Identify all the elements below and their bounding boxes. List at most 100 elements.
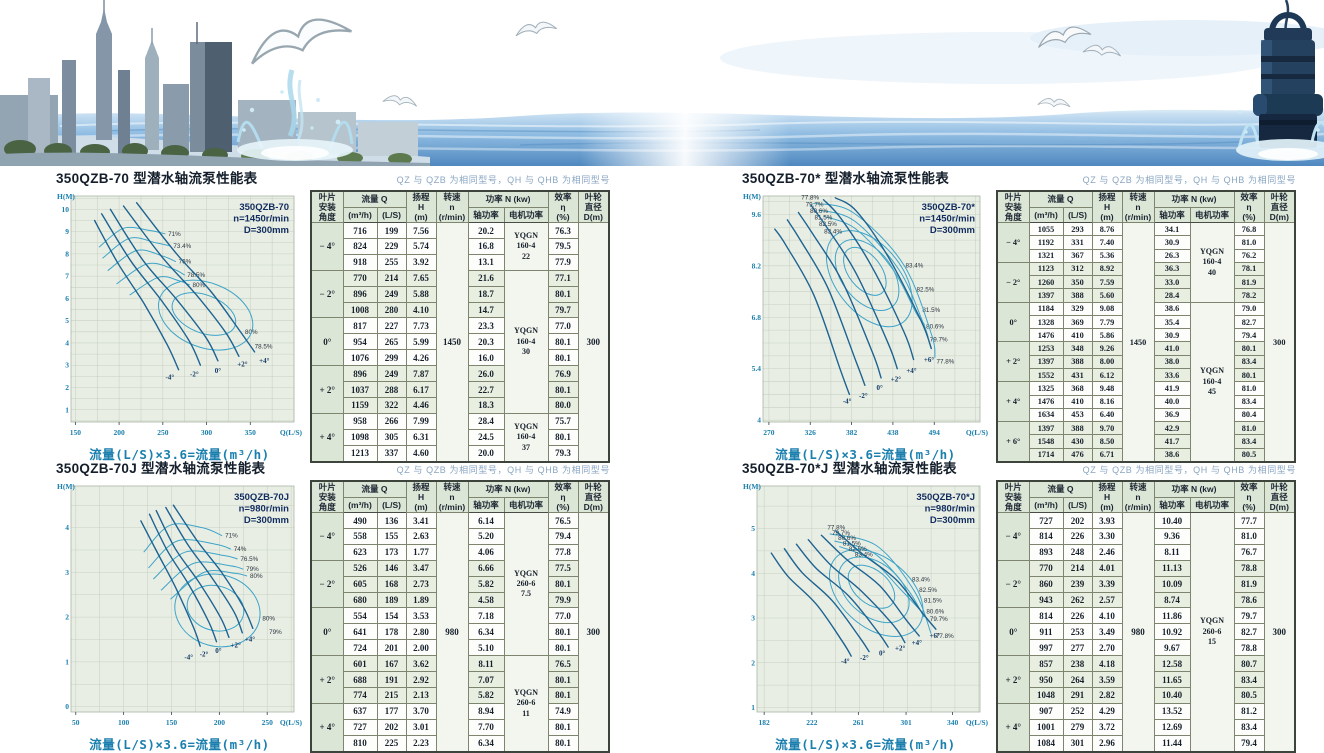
header-flow: 流量 Q	[342, 190, 407, 208]
flow-m3h-cell: 490	[342, 512, 378, 529]
header-line: (r/min)	[438, 212, 466, 223]
table-row: 1098 305 6.31 24.5 80.1	[311, 428, 609, 446]
head-cell: 2.46	[1091, 543, 1123, 561]
efficiency-cell: 79.4	[1233, 734, 1265, 753]
motor-power-cell: YQGN 160-4 37	[503, 412, 549, 463]
y-tick-label: 2	[751, 658, 755, 667]
shaft-power-cell: 34.1	[1153, 222, 1191, 237]
head-cell: 6.40	[1091, 407, 1123, 423]
blade-angle-label: -4°	[165, 374, 174, 382]
header-motor-power: 电机功率	[503, 496, 549, 514]
head-cell: 2.13	[405, 687, 437, 704]
table-head: 叶片 安装 角度 流量 Q 扬程 H (m) 转速 n (r/min) 功率 N (kw) 效率 η (%…	[996, 480, 1296, 514]
shaft-power-cell: 38.6	[1153, 447, 1191, 463]
chart-legend-line: D=300mm	[930, 515, 975, 526]
head-cell: 8.92	[1091, 261, 1123, 277]
table-column: 叶片 安装 角度 流量 Q 扬程 H (m) 转速 n (r/min) 功率 N (kw) 效率 η (%…	[310, 480, 611, 753]
flow-ls-cell: 277	[1062, 639, 1093, 657]
efficiency-cell: 77.7	[1233, 512, 1265, 529]
header-head: 扬程 H (m)	[405, 480, 437, 514]
shaft-power-cell: 21.6	[467, 269, 505, 287]
header-line: 37	[522, 442, 531, 452]
flow-ls-cell: 430	[1062, 434, 1093, 449]
head-cell: 6.12	[1091, 367, 1123, 383]
efficiency-loop	[828, 548, 924, 637]
header-line: 安装	[1004, 492, 1022, 503]
efficiency-cell: 76.8	[1233, 222, 1265, 237]
flow-m3h-cell: 997	[1028, 639, 1064, 657]
head-flow-curve	[774, 228, 851, 396]
table-row: 1084 301 2.96 11.44 79.4	[997, 734, 1295, 753]
efficiency-label: 82.5%	[819, 221, 837, 228]
efficiency-curve	[829, 533, 932, 634]
y-tick-label: 10	[62, 205, 70, 214]
head-flow-curve	[834, 197, 932, 350]
shaft-power-cell: 6.34	[467, 734, 505, 753]
flow-ls-cell: 154	[376, 607, 407, 625]
head-cell: 1.89	[405, 591, 437, 609]
table-body: − 4° 490 136 3.41 980 6.14 YQGN 260-6 7.5 76.5 300…	[310, 512, 610, 753]
efficiency-label: 81.5%	[924, 597, 942, 604]
performance-table: 叶片 安装 角度 流量 Q 扬程 H (m) 转速 n (r/min) 功率 N (kw) 效率 η (%…	[310, 190, 611, 464]
header-row: 叶片 安装 角度 流量 Q 扬程 H (m) 转速 n (r/min) 功率 N (kw) 效率 η (%…	[996, 190, 1296, 224]
chart-legend: 350QZB-70 n=1450r/min D=300mm	[233, 202, 289, 236]
x-tick-label: 326	[805, 428, 817, 437]
head-flow-curve	[822, 199, 915, 361]
table-head: 叶片 安装 角度 流量 Q 扬程 H (m) 转速 n (r/min) 功率 N (kw) 效率 η (%…	[310, 480, 610, 514]
efficiency-curve	[839, 545, 920, 610]
chart-legend-line: n=980r/min	[239, 504, 290, 515]
head-cell: 9.08	[1091, 301, 1123, 316]
flow-ls-cell: 350	[1062, 275, 1093, 290]
efficiency-cell: 77.0	[547, 607, 579, 625]
efficiency-cell: 82.7	[1233, 314, 1265, 330]
flow-ls-cell: 367	[1062, 248, 1093, 263]
chart-legend: 350QZB-70J n=980r/min D=300mm	[234, 492, 289, 526]
header-line: 转速	[1129, 192, 1147, 202]
shaft-power-cell: 35.4	[1153, 314, 1191, 330]
header-line: n	[449, 202, 455, 213]
table-row: − 4° 727 202 3.93 980 10.40 YQGN 260-6 15 77.7 300	[996, 512, 1296, 753]
head-flow-curve	[783, 548, 870, 653]
header-line: 叶片	[318, 482, 336, 492]
flow-m3h-cell: 637	[342, 702, 378, 720]
efficiency-cell: 80.4	[1233, 407, 1265, 423]
flow-m3h-cell: 1084	[1028, 734, 1064, 753]
header-line: (r/min)	[1124, 212, 1152, 223]
shaft-power-cell: 36.3	[1153, 261, 1191, 277]
header-line: 直径	[584, 202, 602, 213]
flow-ls-cell: 249	[376, 285, 407, 303]
motor-power-cell: YQGN 160-4 45	[1189, 301, 1235, 463]
efficiency-label: 77.8%	[801, 195, 819, 202]
head-cell: 7.79	[1091, 314, 1123, 330]
table-column: 叶片 安装 角度 流量 Q 扬程 H (m) 转速 n (r/min) 功率 N (kw) 效率 η (%…	[996, 480, 1297, 753]
section-body: 83.4% 82.5% 81.5% 80.6% 79.7% 77.8% 77.8% 79.7%…	[742, 480, 1298, 753]
header-flow-ls: (L/S)	[376, 496, 407, 514]
chart-frame	[70, 195, 295, 423]
flow-m3h-cell: 1001	[1028, 718, 1064, 736]
header-line: 11	[522, 708, 530, 718]
y-tick-label: 2	[65, 383, 69, 392]
header-flow-m3h: (m³/h)	[342, 496, 378, 514]
shaft-power-cell: 33.6	[1153, 367, 1191, 383]
blade-angle-cell: − 4°	[996, 222, 1030, 263]
model-note: QZ 与 QZB 为相同型号，QH 与 QHB 为相同型号	[396, 465, 610, 475]
shaft-power-cell: 38.6	[1153, 301, 1191, 316]
head-cell: 2.73	[405, 575, 437, 593]
table-column: 叶片 安装 角度 流量 Q 扬程 H (m) 转速 n (r/min) 功率 N (kw) 效率 η (%…	[310, 190, 611, 464]
shaft-power-cell: 41.7	[1153, 434, 1191, 449]
section-body: 83.4% 82.5% 81.5% 80.6% 79.7% 77.8% 77.8% 79.7%…	[742, 190, 1298, 464]
header-line: YQGN	[514, 568, 539, 578]
header-line: 直径	[1270, 492, 1288, 503]
header-angle: 叶片 安装 角度	[996, 190, 1030, 224]
head-cell: 2.23	[405, 734, 437, 753]
x-tick-label: 382	[846, 428, 858, 437]
shaft-power-cell: 13.1	[467, 253, 505, 271]
table-row: 814 226 3.30 9.36 81.0	[997, 527, 1295, 545]
table-head: 叶片 安装 角度 流量 Q 扬程 H (m) 转速 n (r/min) 功率 N (kw) 效率 η (%…	[996, 190, 1296, 224]
table-row: − 2° 526 146 3.47 6.66 77.5	[310, 559, 609, 609]
shaft-power-cell: 9.36	[1153, 527, 1191, 545]
y-tick-label: 3	[65, 361, 69, 370]
efficiency-curve	[116, 262, 185, 285]
section-350qzb-70j: 350QZB-70J 型潜水轴流泵性能表 QZ 与 QZB 为相同型号，QH 与…	[56, 460, 612, 753]
header-shaft-power: 轴功率	[1153, 496, 1191, 514]
